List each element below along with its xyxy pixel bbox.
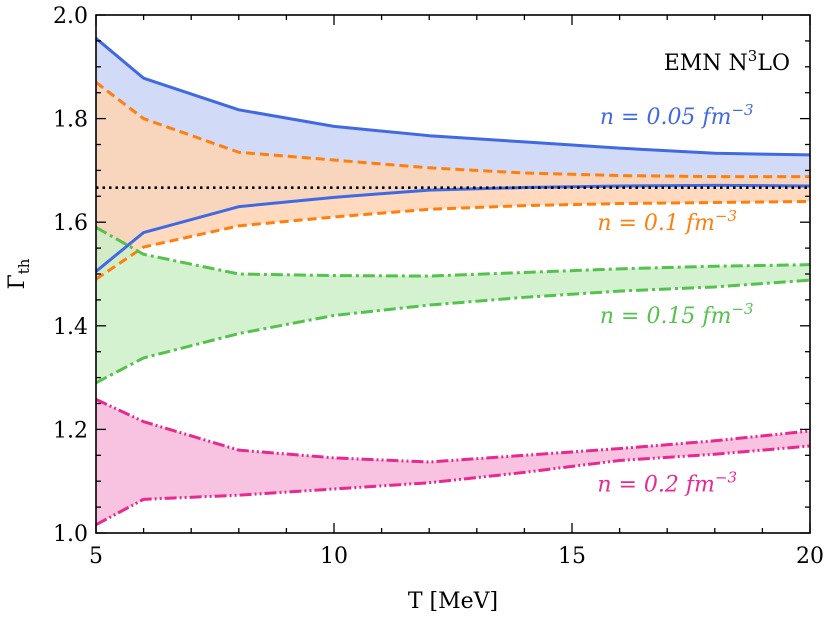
x-tick-label: 5 <box>89 544 103 569</box>
series-3-lower-line <box>95 444 811 527</box>
series-1-upper-line <box>95 81 810 179</box>
series-label-3: n = 0.2 fm−3 <box>597 469 737 498</box>
x-tick-label: 15 <box>558 544 586 569</box>
series-labels: n = 0.05 fm−3 n = 0.1 fm−3 n = 0.15 fm−3 n … <box>597 101 753 498</box>
series-0-lower-line <box>95 183 811 273</box>
series-label-0: n = 0.05 fm−3 <box>600 101 754 130</box>
series-0-upper-line <box>95 37 811 157</box>
axis-ticks: 5 10 15 20 1.0 1.2 1.4 1.6 1.8 2.0 <box>53 4 824 569</box>
annotation-label: EMN N3LO <box>664 47 790 76</box>
band-fill-2 <box>96 227 810 383</box>
band-fill-3 <box>96 399 810 525</box>
series-1-lower-line <box>95 199 811 281</box>
y-tick-label: 1.8 <box>53 108 88 133</box>
y-axis-title: Γth <box>5 258 33 289</box>
band-fill-1 <box>96 82 810 280</box>
band-fill-0 <box>96 38 810 272</box>
x-tick-label: 10 <box>320 544 348 569</box>
band-fills <box>96 38 810 525</box>
x-axis-title: T [MeV] <box>408 589 498 614</box>
series-2-lower-line <box>95 278 811 385</box>
series-2-upper-line <box>95 226 811 278</box>
y-tick-label: 1.2 <box>53 418 88 443</box>
y-tick-label: 1.6 <box>53 211 88 236</box>
y-tick-label: 1.0 <box>53 522 88 547</box>
y-tick-label: 1.4 <box>53 315 88 340</box>
y-tick-label: 2.0 <box>53 4 88 29</box>
series-label-1: n = 0.1 fm−3 <box>597 207 737 236</box>
x-tick-label: 20 <box>796 544 824 569</box>
series-3-upper-line <box>95 397 811 464</box>
band-lines <box>95 37 811 527</box>
series-label-2: n = 0.15 fm−3 <box>600 300 754 329</box>
